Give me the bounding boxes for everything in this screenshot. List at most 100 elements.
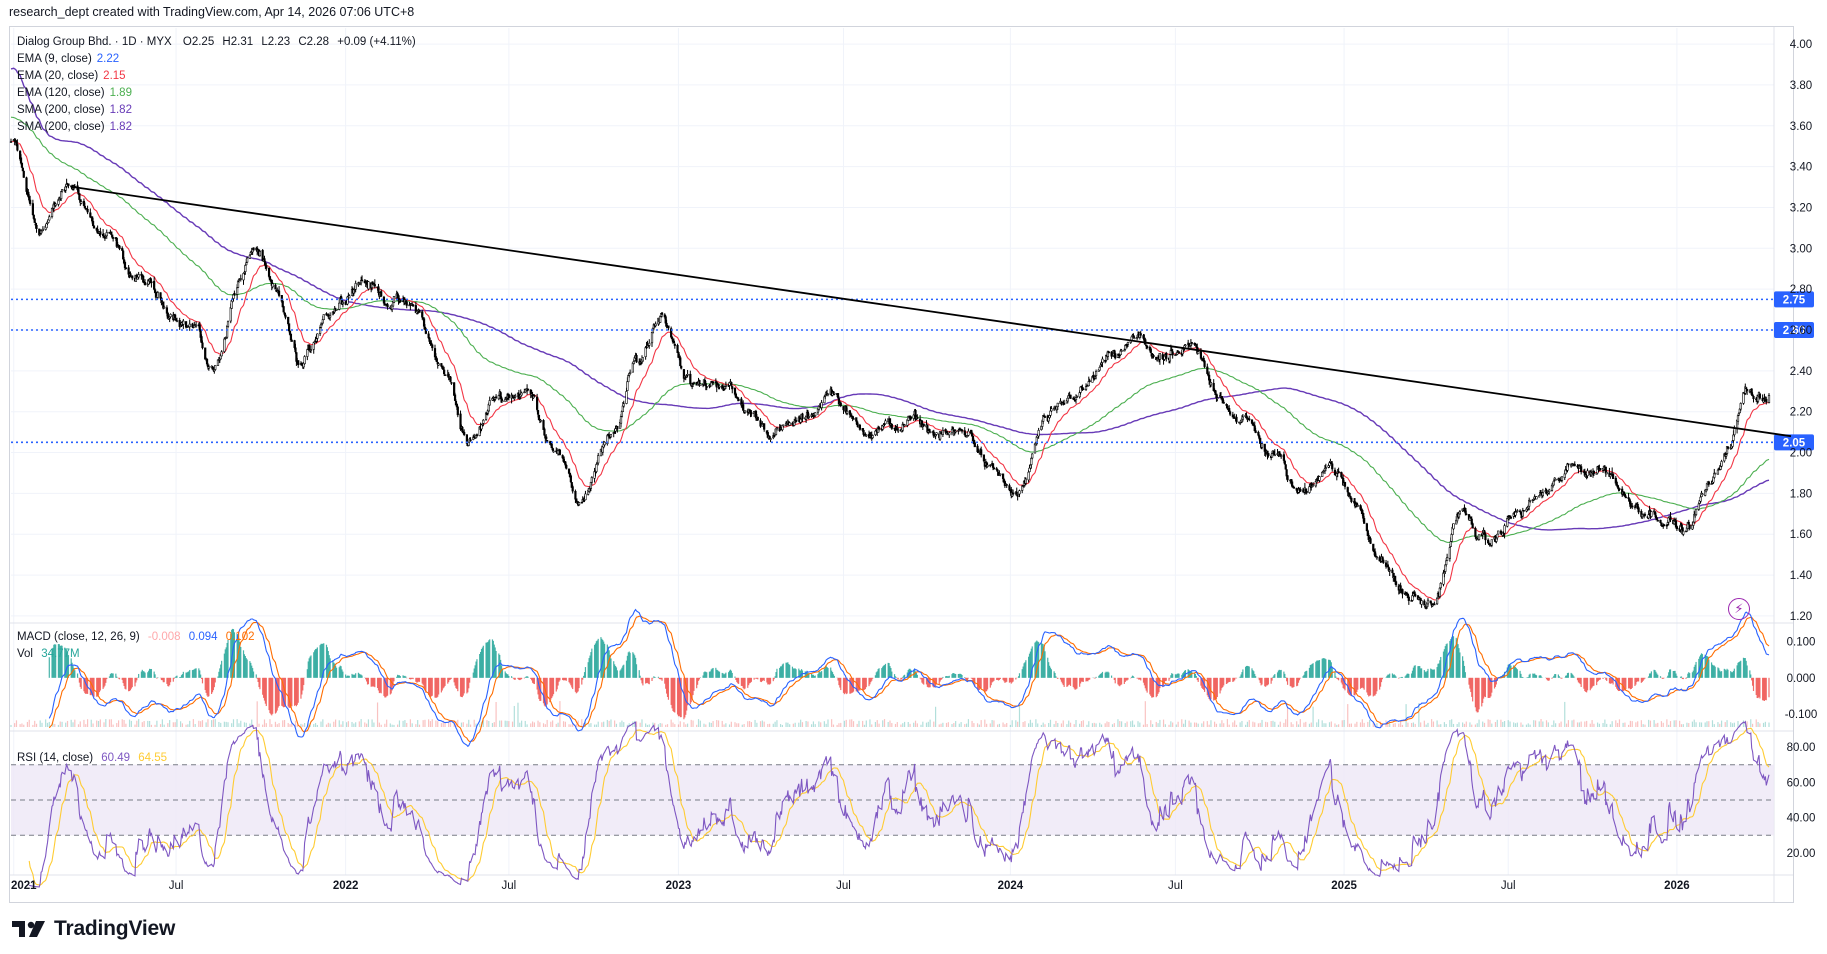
candle-body [625, 391, 628, 404]
macd-legend-row[interactable]: MACD (close, 12, 26, 9) -0.008 0.094 0.1… [17, 629, 255, 646]
candle-body [443, 374, 447, 376]
candle-body [1720, 461, 1723, 467]
candle-body [91, 220, 95, 226]
lightning-icon[interactable]: ⚡ [1728, 598, 1750, 620]
price-tick-label: 2.40 [1790, 366, 1812, 378]
candle-body [801, 413, 804, 419]
candle-body [1450, 533, 1453, 542]
price-tick-label: 1.60 [1790, 529, 1812, 541]
candle-body [1088, 380, 1091, 382]
candle-body [584, 493, 587, 501]
indicator-ema9[interactable]: EMA (9, close) 2.22 [17, 51, 416, 68]
candle-body [1259, 437, 1262, 444]
candle-body [121, 248, 124, 251]
candle-body [763, 423, 766, 430]
candle-body [737, 399, 740, 401]
candle-body [1343, 481, 1347, 487]
candle-body [22, 170, 25, 178]
candle-body [992, 467, 996, 470]
candle-body [1340, 471, 1343, 478]
candle-body [1363, 518, 1366, 524]
candle-body [1015, 491, 1018, 494]
candle-body [1490, 539, 1493, 546]
indicator-ema20[interactable]: EMA (20, close) 2.15 [17, 68, 416, 85]
candle-body [443, 369, 446, 375]
x-tick-label: 2026 [1664, 880, 1690, 892]
candle-body [641, 357, 644, 362]
candle-body [839, 402, 842, 407]
candle-body [78, 193, 81, 200]
candle-body [1538, 495, 1541, 498]
candle-body [1516, 510, 1519, 512]
candle-body [1184, 344, 1187, 347]
candle-body [1346, 487, 1349, 493]
vol-legend-row[interactable]: Vol 34.77M [17, 646, 255, 663]
candle-body [246, 257, 249, 263]
candle-body [1324, 467, 1327, 469]
candle-body [1209, 382, 1213, 386]
candle-body [1027, 471, 1030, 481]
candle-body [33, 218, 36, 223]
rsi-layer [28, 720, 1770, 888]
rsi-legend[interactable]: RSI (14, close) 60.49 64.55 [17, 750, 167, 767]
candle-body [960, 429, 964, 432]
candle-body [773, 435, 776, 438]
candle-body [1168, 354, 1172, 362]
candle-body [233, 292, 236, 296]
x-tick-label: 2022 [333, 880, 359, 892]
candle-body [1758, 393, 1761, 399]
candle-body [1471, 523, 1474, 529]
candle-body [80, 201, 83, 204]
candle-body [1736, 415, 1740, 422]
indicator-sma200[interactable]: SMA (200, close) 1.82 [17, 102, 416, 119]
candle-body [207, 366, 210, 369]
candle-body [1369, 538, 1372, 544]
candle-body [670, 336, 674, 340]
candle-body [1280, 455, 1283, 457]
candle-body [1765, 398, 1768, 403]
candle-body [577, 502, 581, 506]
candle-body [226, 321, 230, 327]
candle-body [520, 392, 523, 396]
candle-body [382, 296, 386, 304]
candle-body [131, 275, 134, 279]
price-label-2.05: 2.05 [1783, 437, 1806, 449]
candle-body [632, 361, 635, 364]
candle-body [1656, 519, 1659, 522]
candle-body [86, 208, 89, 213]
candle-body [986, 464, 989, 467]
candle-body [533, 395, 536, 397]
candle-body [622, 403, 625, 407]
candle-body [1328, 462, 1331, 466]
candle-body [712, 381, 715, 384]
tradingview-logo[interactable]: TradingView [12, 917, 175, 941]
candle-body [1449, 541, 1452, 547]
price-tick-label: 1.80 [1790, 488, 1812, 500]
candle-body [846, 410, 849, 414]
candle-body [327, 314, 330, 317]
candle-body [1133, 337, 1136, 340]
indicator-value: 1.89 [109, 87, 132, 99]
candle-body [201, 342, 204, 349]
indicator-ema120[interactable]: EMA (120, close) 1.89 [17, 85, 416, 102]
x-tick-label: 2024 [998, 880, 1024, 892]
candle-body [367, 281, 370, 290]
candle-body [514, 395, 517, 398]
candle-body [236, 281, 240, 288]
candle-body [1433, 603, 1436, 606]
candle-body [935, 432, 938, 435]
candle-body [1263, 443, 1266, 452]
macd-signal-value: 0.102 [225, 631, 255, 643]
candle-body [922, 423, 925, 427]
candle-body [1429, 600, 1432, 603]
candle-body [1388, 569, 1391, 572]
candle-body [1382, 559, 1385, 563]
candle-body [494, 396, 498, 399]
candle-body [1011, 492, 1015, 495]
candle-body [865, 434, 868, 437]
candle-body [929, 431, 932, 434]
candle-body [1716, 469, 1720, 475]
candle-body [1688, 524, 1691, 529]
indicator-sma200-2[interactable]: SMA (200, close) 1.82 [17, 119, 416, 136]
